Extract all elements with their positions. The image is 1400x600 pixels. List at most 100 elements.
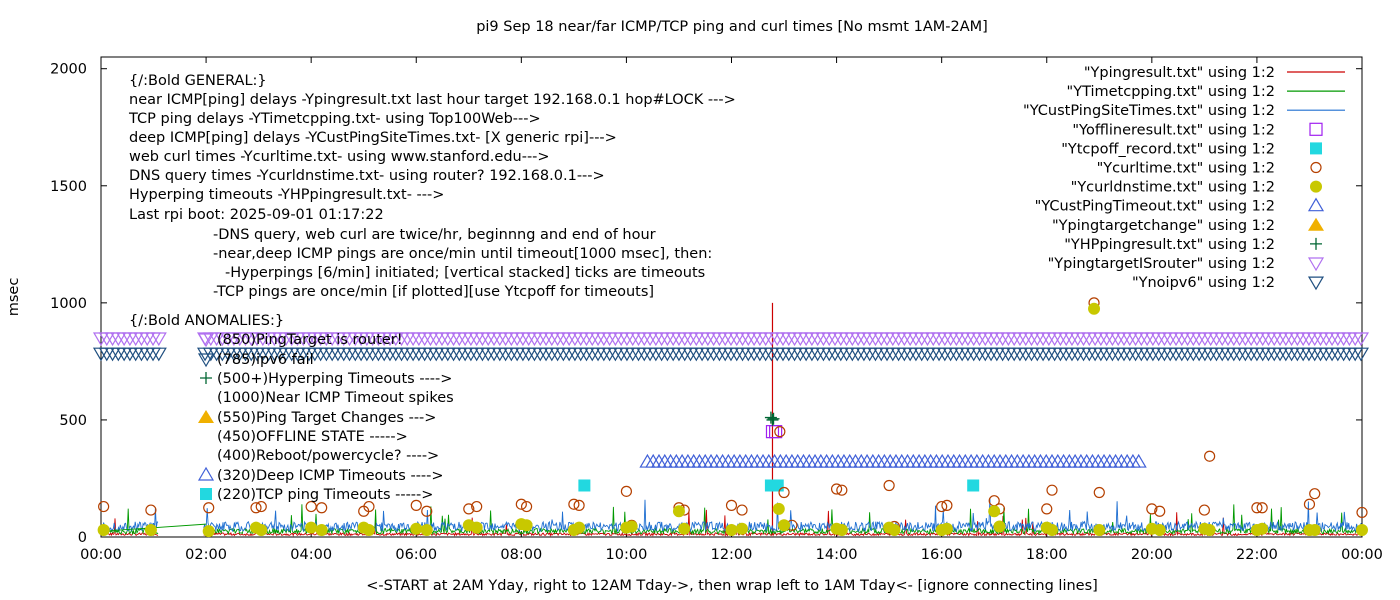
data-point — [98, 500, 110, 513]
legend-marker — [1310, 237, 1322, 250]
annotation-text: Hyperping timeouts -YHPpingresult.txt- -… — [129, 187, 444, 203]
legend-label: "Yofflineresult.txt" using 1:2 — [1072, 122, 1275, 138]
data-point — [1130, 453, 1147, 468]
data-point — [778, 486, 790, 499]
data-point — [471, 500, 483, 513]
data-point — [1198, 504, 1210, 516]
data-point — [305, 500, 317, 513]
y-tick-label: 1000 — [50, 296, 87, 312]
data-point — [883, 479, 895, 492]
data-point — [520, 519, 533, 532]
legend-marker — [1309, 122, 1323, 136]
legend-marker — [1310, 161, 1322, 174]
data-point — [202, 525, 215, 538]
data-point — [250, 502, 262, 514]
annotation-text: Last rpi boot: 2025-09-01 01:17:22 — [129, 207, 384, 223]
annotation-text: (400)Reboot/powercycle? ----> — [217, 448, 439, 464]
data-point — [725, 499, 738, 511]
data-point — [967, 479, 980, 492]
legend-label: "Ypingresult.txt" using 1:2 — [1084, 65, 1275, 81]
y-tick-label: 2000 — [50, 62, 87, 78]
legend-marker — [1307, 276, 1325, 291]
legend-label: "Ycurltime.txt" using 1:2 — [1097, 161, 1275, 177]
data-point — [940, 522, 953, 535]
data-point — [150, 332, 167, 347]
y-tick-label: 500 — [59, 413, 87, 429]
data-point — [568, 498, 580, 510]
data-point — [1251, 502, 1263, 514]
y-tick-label: 1500 — [50, 179, 87, 195]
plot-area: 00:00 02:00 04:00 06:00 08:00 10:00 12:00 14:00… — [50, 56, 1383, 563]
data-point — [1046, 484, 1058, 496]
data-point — [771, 479, 784, 492]
data-point — [736, 522, 749, 535]
y-tick-label: 0 — [78, 530, 87, 546]
data-point — [1154, 505, 1166, 517]
x-tick-label: 10:00 — [606, 547, 648, 563]
legend-marker — [1310, 180, 1322, 193]
data-point — [305, 521, 318, 534]
x-tick-label: 12:00 — [711, 547, 753, 563]
data-point — [767, 412, 780, 425]
x-tick-label: 02:00 — [185, 547, 227, 563]
data-point — [725, 523, 738, 536]
legend-marker — [1308, 217, 1324, 231]
data-point — [830, 483, 843, 495]
data-point — [772, 502, 785, 515]
data-point — [1356, 506, 1368, 519]
x-tick-label: 00:00 — [80, 547, 122, 563]
data-point — [769, 425, 783, 439]
legend-label: "Ynoipv6" using 1:2 — [1132, 275, 1275, 291]
legend-marker — [1307, 257, 1325, 272]
data-point — [150, 347, 167, 362]
data-point — [1204, 450, 1216, 462]
data-point — [888, 523, 901, 536]
data-point — [620, 485, 633, 497]
annotation-text: {/:Bold GENERAL:} — [129, 73, 267, 89]
data-point — [515, 498, 527, 510]
annotation-marker — [197, 466, 215, 481]
data-point — [1093, 486, 1105, 499]
legend-label: "YTimetcpping.txt" using 1:2 — [1067, 84, 1275, 100]
data-point — [1088, 302, 1101, 315]
annotation-text: (850)PingTarget is router! — [217, 332, 403, 348]
annotation-text: (785)ipv6 fail — [217, 352, 314, 368]
x-tick-label: 14:00 — [816, 547, 858, 563]
annotation-marker — [200, 488, 212, 500]
annotation-text: (220)TCP ping Timeouts -----> — [217, 487, 433, 503]
data-point — [625, 520, 638, 533]
data-point — [1153, 523, 1166, 536]
data-point — [144, 523, 157, 536]
data-point — [573, 499, 585, 511]
annotation-text: deep ICMP[ping] delays -YCustPingSiteTim… — [129, 130, 617, 146]
annotation-text: (1000)Near ICMP Timeout spikes — [217, 390, 454, 406]
data-point — [774, 426, 786, 438]
x-tick-label: 06:00 — [395, 547, 437, 563]
data-point — [1203, 523, 1216, 536]
annotation-text: DNS query times -Ycurldnstime.txt- using… — [129, 168, 605, 184]
x-tick-label: 18:00 — [1026, 547, 1068, 563]
data-point — [410, 499, 422, 511]
data-point — [835, 523, 848, 536]
data-point — [316, 502, 328, 514]
data-point — [1309, 488, 1321, 500]
legend-label: "YpingtargetISrouter" using 1:2 — [1048, 256, 1275, 272]
data-point — [203, 502, 215, 514]
x-tick-label: 20:00 — [1131, 547, 1173, 563]
data-point — [470, 521, 483, 534]
legend-label: "Ycurldnstime.txt" using 1:2 — [1071, 180, 1275, 196]
annotation-text: -near,deep ICMP pings are once/min until… — [213, 246, 712, 262]
data-point — [463, 503, 475, 515]
data-point — [363, 500, 375, 513]
x-tick-label: 22:00 — [1236, 547, 1278, 563]
annotation-text: -TCP pings are once/min [if plotted][use… — [213, 284, 654, 300]
annotation-marker — [198, 410, 214, 423]
annotation-text: (550)Ping Target Changes ---> — [217, 410, 436, 426]
data-point — [736, 504, 748, 516]
data-point — [1093, 523, 1106, 536]
data-point — [1356, 523, 1368, 536]
legend-label: "Ypingtargetchange" using 1:2 — [1052, 218, 1275, 234]
data-point — [410, 522, 423, 535]
data-point — [764, 411, 777, 424]
